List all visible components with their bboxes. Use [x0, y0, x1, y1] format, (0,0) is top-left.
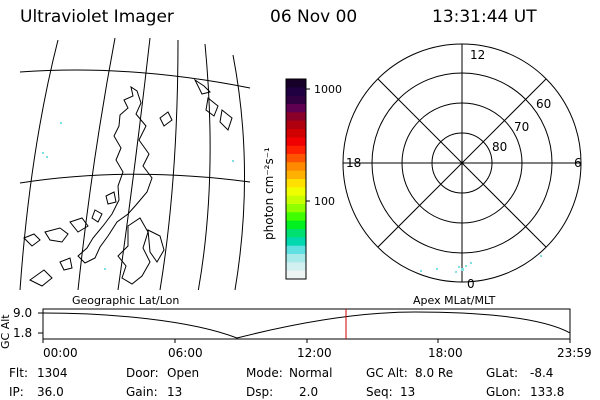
mlt-label-6: 6: [574, 156, 582, 170]
colorbar-cell: [286, 154, 306, 163]
map-emission-dots: [42, 122, 234, 270]
seq-label: Seq:: [366, 385, 393, 399]
mlat-label-80: 80: [492, 140, 508, 154]
colorbar-cell: [286, 245, 306, 255]
colorbar-cell: [286, 254, 306, 263]
colorbar-cell: [286, 179, 306, 188]
polar-emission-dots: [420, 255, 542, 273]
colorbar-cell: [286, 145, 306, 155]
glat-label: GLat:: [486, 366, 519, 380]
map-coastlines: [23, 78, 233, 287]
geographic-map: [19, 38, 251, 290]
mlt-label-12: 12: [470, 48, 486, 62]
colorbar-cell: [286, 187, 306, 197]
gc-alt-value: 8.0 Re: [415, 366, 454, 380]
mode-label: Mode:: [246, 366, 283, 380]
colorbar-cell: [286, 104, 306, 113]
colorbar-cell: [286, 87, 306, 97]
altitude-tick-high: 9.0: [13, 306, 33, 320]
header-date: 06 Nov 00: [270, 7, 358, 27]
glat-value: -8.4: [530, 366, 554, 380]
altitude-tick-low: 1.8: [13, 326, 33, 340]
colorbar-cell: [286, 79, 306, 88]
flt-value: 1304: [37, 366, 68, 380]
instrument-title: Ultraviolet Imager: [20, 7, 174, 27]
colorbar-cell: [286, 137, 306, 147]
altitude-plot: [38, 308, 571, 343]
seq-value: 13: [400, 385, 416, 399]
gc-alt-label: GC Alt:: [366, 366, 408, 380]
mlat-label-70: 70: [514, 120, 530, 134]
time-tick-1800: 18:00: [428, 346, 463, 360]
colorbar-cell: [286, 262, 306, 272]
glon-label: GLon:: [486, 385, 521, 399]
door-value: Open: [167, 366, 200, 380]
geographic-panel-label: Geographic Lat/Lon: [72, 294, 180, 307]
header-time: 13:31:44 UT: [432, 7, 537, 27]
colorbar-cell: [286, 212, 306, 222]
flt-label: Flt:: [9, 366, 28, 380]
altitude-axis-label: GC Alt: [0, 314, 12, 349]
map-meridians: [19, 38, 245, 290]
polar-grid: [342, 43, 582, 283]
colorbar-cell: [286, 170, 306, 180]
mode-value: Normal: [289, 366, 333, 380]
dsp-value: 2.0: [299, 385, 319, 399]
map-parallels: [19, 69, 251, 184]
time-tick-2359: 23:59: [557, 346, 592, 360]
colorbar-cell: [286, 162, 306, 172]
time-tick-1200: 12:00: [297, 346, 332, 360]
glon-value: 133.8: [530, 385, 565, 399]
colorbar-cell: [286, 229, 306, 238]
gain-value: 13: [167, 385, 183, 399]
altitude-curve: [43, 311, 570, 339]
colorbar-cell: [286, 220, 306, 230]
colorbar-cell: [286, 120, 306, 130]
time-tick-0600: 06:00: [168, 346, 203, 360]
colorbar-tick-1000: 1000: [314, 83, 342, 96]
apex-panel-label: Apex MLat/MLT: [413, 294, 496, 307]
colorbar: [285, 78, 310, 280]
gain-label: Gain:: [126, 385, 158, 399]
colorbar-cell: [286, 195, 306, 205]
time-ticks: [42, 339, 571, 343]
colorbar-cell: [286, 270, 306, 280]
colorbar-cell: [286, 112, 306, 122]
colorbar-cell: [286, 204, 306, 213]
colorbar-cells: [286, 79, 306, 280]
mlt-label-18: 18: [346, 156, 362, 170]
colorbar-cell: [286, 237, 306, 247]
door-label: Door:: [126, 366, 159, 380]
mlat-label-60: 60: [536, 97, 552, 111]
colorbar-unit-label: photon cm⁻²s⁻¹: [262, 147, 276, 240]
colorbar-cell: [286, 95, 306, 105]
mlt-label-0: 0: [467, 277, 475, 291]
time-tick-0000: 00:00: [43, 346, 78, 360]
ip-label: IP:: [9, 385, 24, 399]
ip-value: 36.0: [37, 385, 64, 399]
colorbar-cell: [286, 129, 306, 138]
dsp-label: Dsp:: [246, 385, 274, 399]
colorbar-tick-100: 100: [314, 195, 335, 208]
